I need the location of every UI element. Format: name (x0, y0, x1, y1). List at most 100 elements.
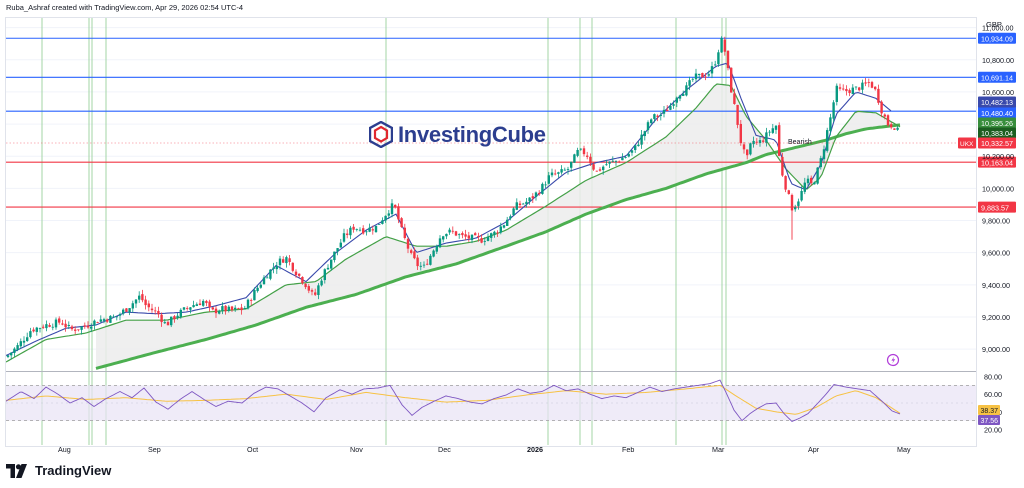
candle-body (182, 307, 186, 310)
level-tag-label: 10,691.14 (981, 73, 1013, 82)
candle (694, 68, 698, 82)
candle-body (883, 114, 886, 117)
candle-body (330, 259, 333, 269)
candle-body (608, 161, 611, 164)
candle-body (419, 265, 422, 267)
candle-body (531, 196, 534, 199)
candle (349, 225, 352, 240)
candle-body (96, 322, 99, 323)
candle-body (406, 238, 410, 249)
symbol-tag[interactable]: UKX (958, 137, 976, 149)
candle (429, 253, 432, 266)
candle (118, 312, 122, 321)
candle (554, 169, 557, 176)
candle (813, 181, 816, 185)
candle-body (461, 233, 464, 236)
candle-body (294, 271, 298, 276)
candle-body (240, 307, 243, 311)
candle (717, 49, 720, 67)
candle (269, 269, 272, 281)
rsi-tag-label: 37.56 (981, 418, 999, 425)
candle (381, 217, 384, 225)
candle-body (54, 319, 58, 328)
candle (454, 230, 458, 237)
candle-body (99, 319, 102, 322)
price-tag: 10,482.13 (978, 96, 1016, 108)
candle (189, 307, 192, 314)
candle-body (150, 308, 154, 311)
candle (16, 342, 19, 352)
price-axis[interactable]: GBP 9,000.00 9,200.00 9,400.00 9,600.00 9,800… (982, 20, 1014, 354)
candle-body (694, 73, 698, 80)
candle (630, 149, 634, 156)
candle-body (874, 86, 877, 90)
candle-body (160, 314, 163, 323)
candle-body (378, 224, 381, 225)
candle-body (243, 307, 246, 309)
tradingview-footer-logo[interactable]: TradingView (6, 463, 111, 478)
time-tick-label: Feb (622, 445, 634, 454)
candle (374, 225, 378, 233)
candle (502, 224, 506, 229)
candle (560, 165, 563, 175)
candle (874, 86, 877, 91)
candle (736, 104, 739, 129)
candle (550, 168, 554, 178)
candle-body (662, 109, 666, 114)
candle (170, 316, 173, 328)
candle (666, 105, 669, 112)
candle-body (451, 230, 454, 232)
candle (150, 303, 154, 313)
candle (842, 84, 845, 91)
candle-body (342, 233, 346, 242)
candle-body (544, 184, 547, 186)
candle (573, 153, 576, 163)
candle (35, 326, 38, 336)
lightning-icon[interactable] (886, 353, 900, 367)
candle (320, 278, 323, 287)
candle (432, 249, 435, 258)
candle (726, 50, 730, 71)
candle (509, 214, 512, 221)
candle (877, 84, 880, 105)
candle (720, 36, 723, 53)
candle (58, 316, 61, 325)
candle (618, 160, 621, 164)
candle (435, 244, 438, 255)
rsi-tag-bg (978, 405, 1000, 415)
candle-body (493, 231, 496, 235)
candle (621, 153, 624, 161)
candle (368, 223, 371, 233)
candle-body (224, 305, 227, 312)
candle (413, 247, 416, 260)
candle (531, 193, 534, 204)
candle-body (781, 156, 784, 176)
candle (733, 88, 736, 105)
candle (61, 319, 64, 326)
time-axis[interactable]: Aug Sep Oct Nov Dec 2026 Feb Mar Apr May (58, 445, 911, 454)
candle (810, 175, 813, 186)
candle-body (48, 325, 51, 327)
candle (515, 198, 518, 211)
candle-body (246, 299, 250, 309)
candle (461, 231, 464, 239)
level-tag-label: 9,883.57 (981, 203, 1009, 212)
candle (259, 281, 262, 289)
price-tick-label: 9,400.00 (982, 281, 1010, 290)
candlestick-series (6, 36, 899, 360)
candle-body (838, 87, 842, 89)
candle (173, 315, 176, 323)
candle-body (192, 305, 195, 308)
price-tags: 10,482.13 10,480.4010,395.2610,383.0410,3… (6, 96, 1016, 149)
candle-body (464, 234, 467, 237)
symbol-tag-label: UKX (960, 141, 974, 148)
candle-body (557, 172, 560, 174)
candle-body (454, 231, 458, 236)
price-tag: 10,480.40 (978, 107, 1016, 119)
candle-body (752, 140, 755, 145)
candle (525, 197, 528, 208)
candle-body (515, 202, 518, 210)
candle-body (176, 315, 179, 318)
